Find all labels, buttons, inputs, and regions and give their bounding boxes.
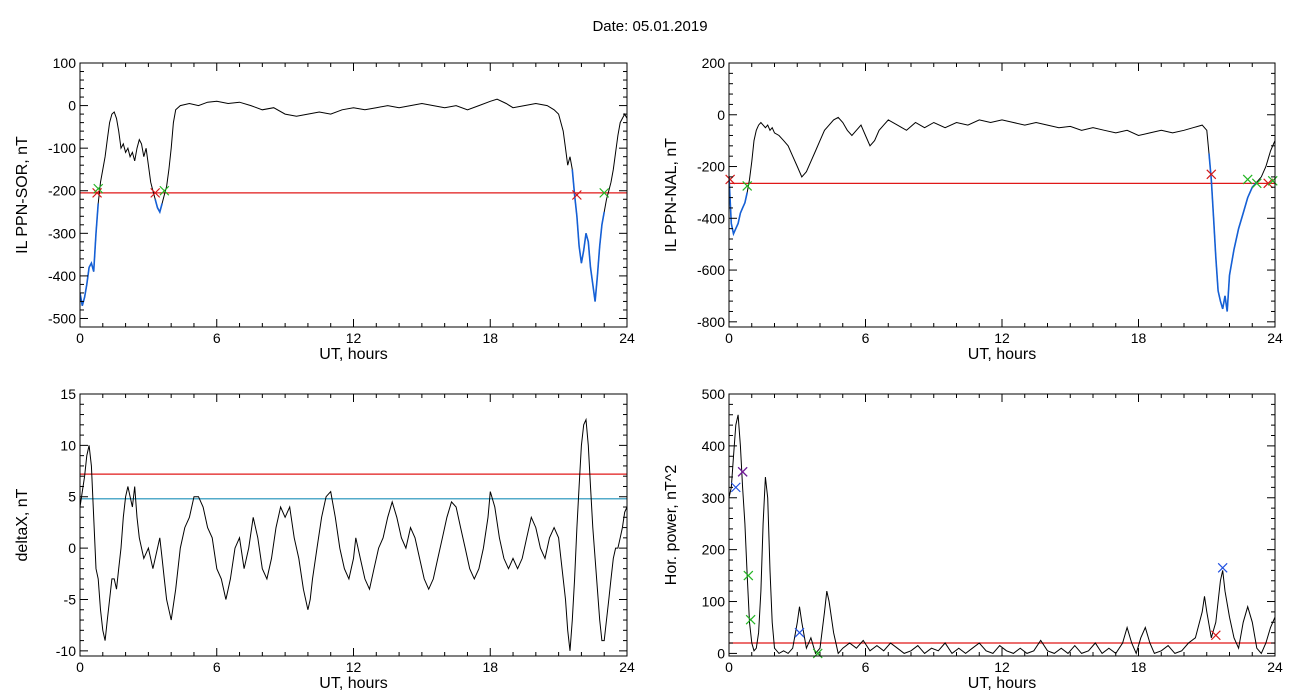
chart-panel-p4: 0 6 12 18 24 500 400 300 200 100 0 UT, hours Hor. po… xyxy=(663,386,1283,692)
x-tick-label: 0 xyxy=(76,659,84,675)
marker-green xyxy=(745,614,756,625)
x-tick-label: 6 xyxy=(862,330,870,346)
marker-green xyxy=(93,183,104,194)
y-tick-label: 15 xyxy=(60,386,76,402)
marker-green xyxy=(1267,175,1278,186)
marker-green xyxy=(159,185,170,196)
x-tick-label: 18 xyxy=(482,659,498,675)
series-line xyxy=(80,98,627,306)
y-tick-label: -200 xyxy=(48,183,76,199)
x-tick-label: 24 xyxy=(619,659,635,675)
y-tick-label: 500 xyxy=(702,386,726,402)
x-axis-label: UT, hours xyxy=(319,346,387,363)
series-line xyxy=(80,417,627,651)
x-tick-label: 0 xyxy=(725,330,733,346)
y-tick-label: -200 xyxy=(697,159,725,175)
y-tick-label: 0 xyxy=(68,98,76,114)
x-tick-label: 18 xyxy=(482,330,498,346)
y-tick-label: -5 xyxy=(64,591,77,607)
marker-red xyxy=(150,187,161,198)
highlight-segment xyxy=(571,169,605,302)
plot-frame xyxy=(79,393,628,657)
y-tick-label: -10 xyxy=(56,643,76,659)
marker-green xyxy=(742,181,753,191)
y-tick-label: 100 xyxy=(702,594,726,610)
y-tick-label: -800 xyxy=(697,314,725,330)
marker-red xyxy=(725,174,736,185)
figure-title: Date: 05.01.2019 xyxy=(592,18,708,35)
y-tick-label: -300 xyxy=(48,225,76,241)
y-tick-label: 200 xyxy=(702,542,726,558)
y-tick-label: 0 xyxy=(717,107,725,123)
highlight-segment xyxy=(154,199,163,215)
y-tick-label: -600 xyxy=(697,262,725,278)
series-line xyxy=(729,414,1275,655)
y-tick-label: 400 xyxy=(702,438,726,454)
y-tick-label: 10 xyxy=(60,437,76,453)
chart-panel-p3: 0 6 12 18 24 15 10 5 0 -5 -10 UT, hours deltaX, nT xyxy=(14,386,635,692)
x-axis-label: UT, hours xyxy=(319,675,387,692)
marker-blue xyxy=(730,482,741,493)
x-tick-label: 12 xyxy=(346,659,362,675)
x-tick-label: 12 xyxy=(994,330,1010,346)
highlight-segment xyxy=(729,176,748,237)
x-tick-label: 12 xyxy=(994,659,1010,675)
y-tick-label: -500 xyxy=(48,310,76,326)
x-axis-label: UT, hours xyxy=(968,675,1036,692)
marker-green xyxy=(599,187,610,198)
y-tick-label: 5 xyxy=(68,489,76,505)
plot-frame xyxy=(728,393,1276,657)
y-tick-label: -100 xyxy=(48,140,76,156)
x-tick-label: 18 xyxy=(1131,330,1147,346)
y-axis-label: deltaX, nT xyxy=(14,488,31,561)
marker-green xyxy=(1251,178,1262,189)
marker-red xyxy=(1206,169,1217,180)
y-tick-label: 200 xyxy=(702,55,726,71)
x-tick-label: 6 xyxy=(862,659,870,675)
marker-purple xyxy=(737,466,748,477)
chart-panel-p2: 0 6 12 18 24 200 0 -200 -400 -600 -800 UT, hours IL … xyxy=(663,55,1283,363)
y-tick-label: 100 xyxy=(53,55,77,71)
x-tick-label: 12 xyxy=(346,330,362,346)
y-tick-label: -400 xyxy=(48,268,76,284)
marker-red xyxy=(1263,178,1274,189)
plot-frame xyxy=(79,62,628,328)
x-tick-label: 0 xyxy=(725,659,733,675)
y-tick-label: 300 xyxy=(702,490,726,506)
marker-green xyxy=(1242,174,1253,185)
x-tick-label: 24 xyxy=(619,330,635,346)
plot-frame xyxy=(728,62,1276,328)
chart-panel-p1: 0 6 12 18 24 100 0 -100 -200 -300 -400 -500 UT, hour… xyxy=(14,55,635,363)
y-tick-label: 0 xyxy=(68,540,76,556)
x-tick-label: 6 xyxy=(213,330,221,346)
y-axis-label: IL PPN-NAL, nT xyxy=(663,138,680,252)
x-tick-label: 0 xyxy=(76,330,84,346)
x-tick-label: 6 xyxy=(213,659,221,675)
x-tick-label: 18 xyxy=(1131,659,1147,675)
marker-blue xyxy=(794,627,805,638)
marker-blue xyxy=(1217,562,1228,573)
y-axis-label: Hor. power, nT^2 xyxy=(663,465,680,586)
marker-green xyxy=(743,570,754,581)
x-tick-label: 24 xyxy=(1267,330,1283,346)
highlight-segment xyxy=(80,203,99,306)
x-tick-label: 24 xyxy=(1267,659,1283,675)
marker-red xyxy=(571,190,582,200)
y-tick-label: 0 xyxy=(717,645,725,661)
highlight-segment xyxy=(1208,153,1258,312)
y-tick-label: -400 xyxy=(697,210,725,226)
y-axis-label: IL PPN-SOR, nT xyxy=(14,136,31,254)
x-axis-label: UT, hours xyxy=(968,346,1036,363)
series-line xyxy=(729,116,1275,312)
marker-red xyxy=(1210,630,1221,641)
